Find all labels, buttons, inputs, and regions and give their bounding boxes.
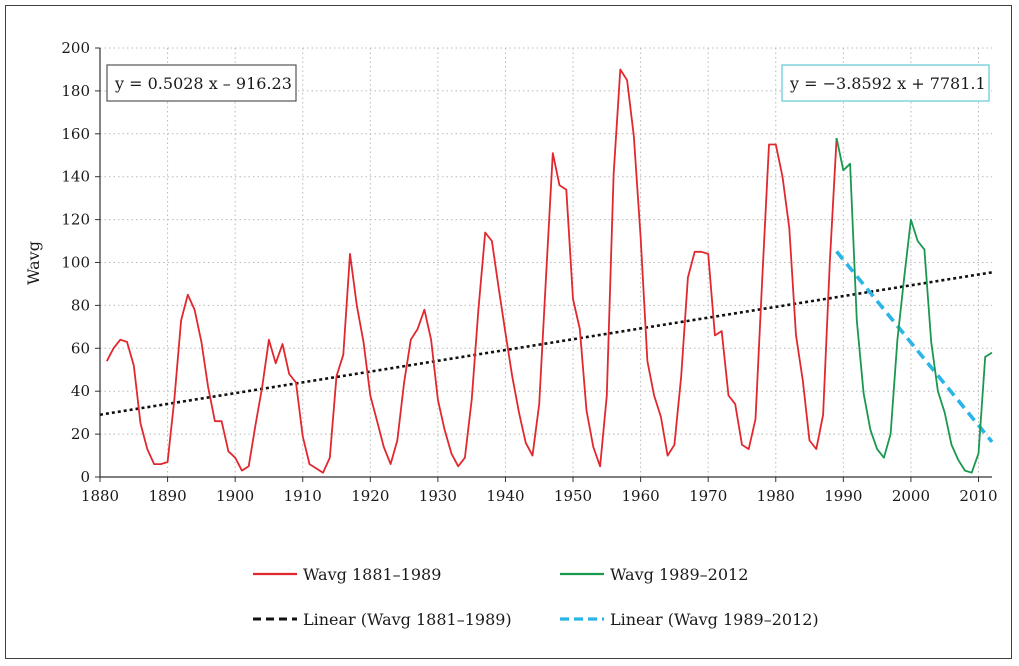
- y-tick-label: 200: [61, 39, 90, 57]
- equation-2-text: y = −3.8592 x + 7781.1: [789, 74, 986, 93]
- y-tick-label: 100: [61, 254, 90, 272]
- equation-box-2: y = −3.8592 x + 7781.1: [781, 64, 990, 102]
- legend: Wavg 1881–1989 Wavg 1989–2012 Linear (Wa…: [253, 565, 819, 629]
- series-line-1: [106, 68, 838, 474]
- y-axis-title: Wavg: [24, 241, 43, 285]
- y-tick-label: 0: [80, 468, 90, 486]
- y-tick-label: 140: [61, 168, 90, 186]
- axes: [95, 47, 992, 482]
- legend-label-series2: Wavg 1989–2012: [610, 565, 748, 584]
- trendlines: [99, 250, 994, 443]
- y-tick-label: 20: [71, 425, 90, 443]
- y-tick-label: 40: [71, 382, 90, 400]
- tick-labels: 1880 1890 1900 1910 1920 1930 1940 1950 1960 1970…: [61, 39, 997, 505]
- x-tick-label: 2010: [959, 487, 997, 505]
- y-tick-label: 60: [71, 339, 90, 357]
- legend-label-trend1: Linear (Wavg 1881–1989): [303, 610, 512, 629]
- x-tick-label: 1980: [757, 487, 795, 505]
- legend-label-series1: Wavg 1881–1989: [303, 565, 441, 584]
- x-tick-label: 1960: [622, 487, 660, 505]
- y-tick-label: 80: [71, 296, 90, 314]
- x-tick-label: 1950: [554, 487, 592, 505]
- y-tick-label: 120: [61, 211, 90, 229]
- trendline-2: [835, 250, 994, 443]
- x-tick-label: 1910: [284, 487, 322, 505]
- x-tick-label: 1940: [486, 487, 524, 505]
- y-tick-label: 160: [61, 125, 90, 143]
- x-tick-label: 2000: [892, 487, 930, 505]
- equation-1-text: y = 0.5028 x – 916.23: [114, 74, 292, 93]
- legend-label-trend2: Linear (Wavg 1989–2012): [610, 610, 819, 629]
- x-tick-label: 1900: [216, 487, 254, 505]
- equation-box-1: y = 0.5028 x – 916.23: [106, 64, 297, 102]
- chart-frame: [5, 5, 1012, 659]
- x-tick-label: 1890: [148, 487, 186, 505]
- x-tick-label: 1880: [81, 487, 119, 505]
- x-tick-label: 1930: [419, 487, 457, 505]
- series-lines: [106, 68, 993, 474]
- x-tick-label: 1990: [824, 487, 862, 505]
- x-tick-label: 1920: [351, 487, 389, 505]
- series-line-2: [835, 137, 993, 474]
- x-tick-label: 1970: [689, 487, 727, 505]
- y-tick-label: 180: [61, 82, 90, 100]
- trendline-1: [99, 271, 993, 417]
